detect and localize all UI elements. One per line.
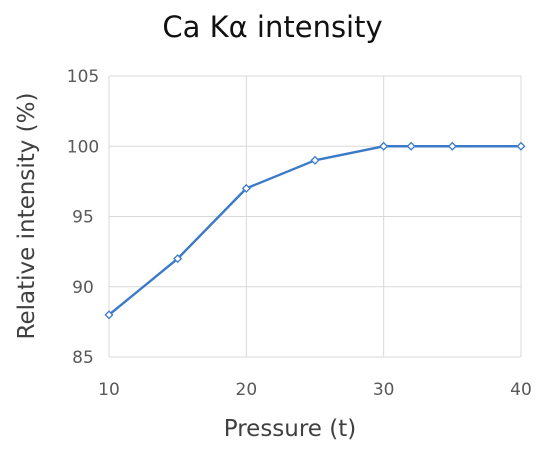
data-point-marker <box>447 141 457 151</box>
x-tick-label: 20 <box>236 380 258 400</box>
y-tick-label: 105 <box>67 67 99 87</box>
data-point-marker <box>241 183 251 193</box>
gridlines <box>108 75 522 358</box>
y-tick-label: 100 <box>67 137 99 157</box>
y-tick-label: 85 <box>72 348 94 368</box>
y-axis-title: Relative intensity (%) <box>14 93 40 340</box>
data-point-marker <box>406 141 416 151</box>
series-group <box>104 141 526 320</box>
y-tick-label: 90 <box>72 278 94 298</box>
y-tick-label: 95 <box>72 208 94 228</box>
x-tick-label: 30 <box>373 380 395 400</box>
x-tick-label: 40 <box>510 380 532 400</box>
x-tick-label: 10 <box>98 380 120 400</box>
data-point-marker <box>104 310 114 320</box>
chart-title: Ca Kα intensity <box>162 10 383 44</box>
data-point-marker <box>516 141 526 151</box>
series-line <box>108 145 521 316</box>
data-point-marker <box>379 141 389 151</box>
x-axis-title: Pressure (t) <box>224 416 357 442</box>
y-tick-labels: 85 90 95 100 105 <box>67 67 99 368</box>
data-point-marker <box>310 155 320 165</box>
x-tick-labels: 10 20 30 40 <box>98 380 532 400</box>
data-point-marker <box>173 254 183 264</box>
